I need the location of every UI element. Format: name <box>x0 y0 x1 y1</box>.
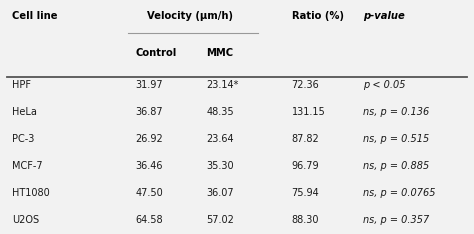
Text: 36.46: 36.46 <box>135 161 163 171</box>
Text: 87.82: 87.82 <box>292 134 319 144</box>
Text: 31.97: 31.97 <box>135 80 163 90</box>
Text: ns, p = 0.0765: ns, p = 0.0765 <box>363 188 435 198</box>
Text: U2OS: U2OS <box>12 215 39 225</box>
Text: 35.30: 35.30 <box>206 161 234 171</box>
Text: HT1080: HT1080 <box>12 188 50 198</box>
Text: 64.58: 64.58 <box>135 215 163 225</box>
Text: MCF-7: MCF-7 <box>12 161 43 171</box>
Text: ns, p = 0.885: ns, p = 0.885 <box>363 161 429 171</box>
Text: ns, p = 0.136: ns, p = 0.136 <box>363 107 429 117</box>
Text: HeLa: HeLa <box>12 107 36 117</box>
Text: 57.02: 57.02 <box>206 215 234 225</box>
Text: ns, p = 0.357: ns, p = 0.357 <box>363 215 429 225</box>
Text: 88.30: 88.30 <box>292 215 319 225</box>
Text: 23.14*: 23.14* <box>206 80 238 90</box>
Text: 36.07: 36.07 <box>206 188 234 198</box>
Text: 72.36: 72.36 <box>292 80 319 90</box>
Text: Ratio (%): Ratio (%) <box>292 11 344 21</box>
Text: ns, p = 0.515: ns, p = 0.515 <box>363 134 429 144</box>
Text: 26.92: 26.92 <box>135 134 163 144</box>
Text: p < 0.05: p < 0.05 <box>363 80 405 90</box>
Text: Cell line: Cell line <box>12 11 57 21</box>
Text: PC-3: PC-3 <box>12 134 34 144</box>
Text: p-value: p-value <box>363 11 404 21</box>
Text: HPF: HPF <box>12 80 31 90</box>
Text: 47.50: 47.50 <box>135 188 163 198</box>
Text: 75.94: 75.94 <box>292 188 319 198</box>
Text: 131.15: 131.15 <box>292 107 325 117</box>
Text: MMC: MMC <box>206 48 233 58</box>
Text: Velocity (μm/h): Velocity (μm/h) <box>146 11 233 21</box>
Text: 96.79: 96.79 <box>292 161 319 171</box>
Text: 48.35: 48.35 <box>206 107 234 117</box>
Text: 36.87: 36.87 <box>135 107 163 117</box>
Text: Control: Control <box>135 48 176 58</box>
Text: 23.64: 23.64 <box>206 134 234 144</box>
